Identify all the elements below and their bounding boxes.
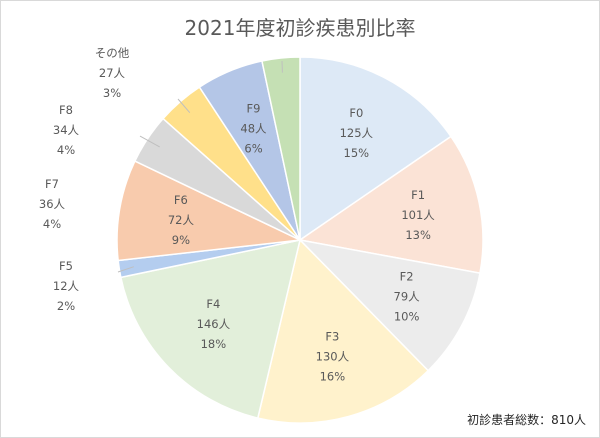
data-label-f8-percent: 4% <box>57 143 75 157</box>
data-label-f5-category: F5 <box>59 259 73 273</box>
data-label-f6-category: F6 <box>174 193 188 207</box>
data-label-f5-percent: 2% <box>57 299 75 313</box>
pie-slice-f2 <box>297 238 481 372</box>
leader-line-f8 <box>177 98 191 114</box>
total-patients-label: 初診患者総数：810人 <box>467 413 586 427</box>
data-label-f8-count: 34人 <box>53 123 80 137</box>
data-label-f4-percent: 18% <box>201 337 227 351</box>
data-label-other-category: その他 <box>95 46 130 60</box>
pie-slice-f3 <box>256 238 430 424</box>
data-label-f3-category: F3 <box>325 329 339 343</box>
data-label-f2-percent: 10% <box>394 310 420 324</box>
data-label-other-percent: 3% <box>103 86 121 100</box>
pie-slice-f6 <box>116 160 303 262</box>
data-label-f4-count: 146人 <box>197 317 231 331</box>
data-label-f2-category: F2 <box>400 270 414 284</box>
data-label-f0-category: F0 <box>349 106 363 120</box>
data-label-f0-percent: 15% <box>344 146 370 160</box>
data-label-f2-count: 79人 <box>394 290 421 304</box>
data-label-f9-count: 48人 <box>240 122 267 136</box>
data-label-f7-percent: 4% <box>43 217 61 231</box>
data-label-f3-count: 130人 <box>316 349 350 363</box>
data-label-f5-count: 12人 <box>53 279 80 293</box>
data-label-f6-count: 72人 <box>168 213 195 227</box>
pie-slice-f1 <box>298 135 484 275</box>
data-label-f0-count: 125人 <box>340 126 374 140</box>
data-label-f1-percent: 13% <box>405 228 431 242</box>
data-label-f6-percent: 9% <box>172 233 190 247</box>
pie-slice-f0 <box>299 56 452 242</box>
pie-slice-other <box>261 56 301 241</box>
leader-line-f5 <box>117 266 134 273</box>
data-label-f9-category: F9 <box>247 102 261 116</box>
data-label-f1-category: F1 <box>411 188 425 202</box>
data-label-f7-count: 36人 <box>39 197 66 211</box>
leader-line-f7 <box>139 135 160 148</box>
chart-title: 2021年度初診疾患別比率 <box>185 16 416 40</box>
data-label-f1-count: 101人 <box>401 208 435 222</box>
data-label-f8-category: F8 <box>59 103 73 117</box>
data-label-f7-category: F7 <box>45 177 59 191</box>
data-label-other-count: 27人 <box>99 66 126 80</box>
data-label-f4-category: F4 <box>206 297 220 311</box>
data-label-f9-percent: 6% <box>244 142 262 156</box>
data-label-f3-percent: 16% <box>320 369 346 383</box>
pie-slice-f4 <box>119 239 302 419</box>
